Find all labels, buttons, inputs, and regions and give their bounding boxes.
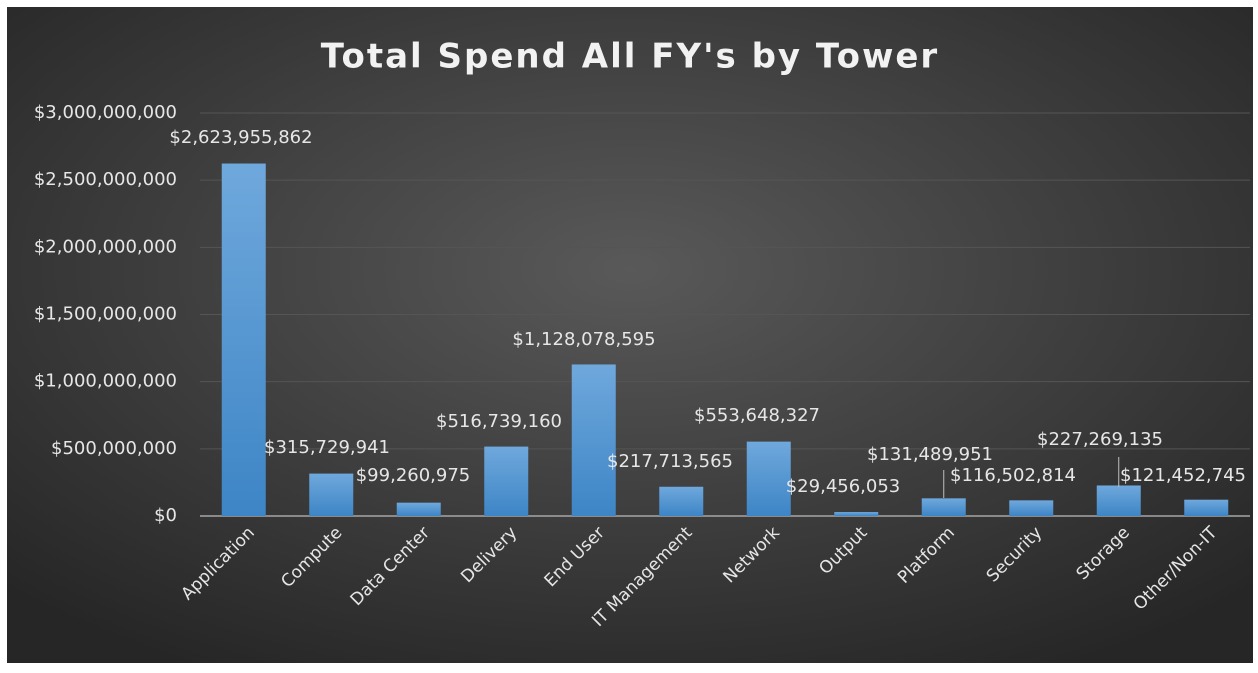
y-tick-label: $500,000,000 xyxy=(51,438,177,459)
bar xyxy=(1184,499,1229,516)
value-label: $1,128,078,595 xyxy=(512,329,655,350)
value-label: $121,452,745 xyxy=(1120,465,1246,486)
y-tick-label: $2,500,000,000 xyxy=(34,169,177,190)
value-label: $99,260,975 xyxy=(356,465,471,486)
y-tick-label: $1,500,000,000 xyxy=(34,304,177,325)
value-label: $315,729,941 xyxy=(264,437,390,458)
bar xyxy=(221,163,266,516)
bar xyxy=(396,502,441,516)
chart-background xyxy=(7,7,1253,663)
value-label: $131,489,951 xyxy=(867,444,993,465)
bar xyxy=(1096,485,1141,516)
value-label: $227,269,135 xyxy=(1037,429,1163,450)
y-tick-label: $0 xyxy=(154,505,177,526)
chart-title: Total Spend All FY's by Tower xyxy=(321,37,939,77)
value-label: $553,648,327 xyxy=(694,405,820,426)
bar xyxy=(309,473,354,516)
y-tick-label: $2,000,000,000 xyxy=(34,236,177,257)
value-label: $516,739,160 xyxy=(436,411,562,432)
bar xyxy=(1009,500,1054,516)
value-label: $217,713,565 xyxy=(607,451,733,472)
bar xyxy=(921,498,966,516)
bar xyxy=(659,486,704,516)
bar xyxy=(571,364,616,516)
y-tick-label: $1,000,000,000 xyxy=(34,371,177,392)
value-label: $2,623,955,862 xyxy=(169,127,312,148)
bar xyxy=(834,512,879,516)
y-tick-label: $3,000,000,000 xyxy=(34,102,177,123)
bar xyxy=(484,446,529,516)
bar xyxy=(746,441,791,516)
value-label: $116,502,814 xyxy=(950,465,1076,486)
value-label: $29,456,053 xyxy=(786,476,901,497)
